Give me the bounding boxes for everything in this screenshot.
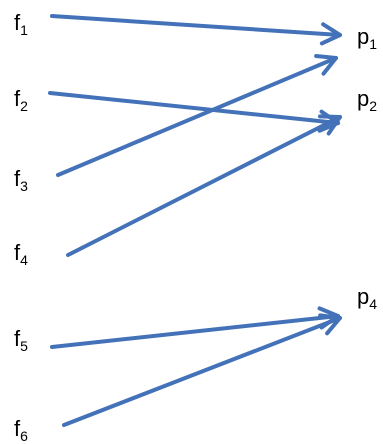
- arrow-f3-p1: [56, 56, 338, 177]
- target-p4-label: p4: [357, 284, 378, 312]
- arrowhead-f4-p2: [318, 114, 342, 136]
- source-f2-label: f2: [14, 86, 28, 114]
- arrow-f2-p2: [48, 91, 340, 125]
- source-f1-label: f1: [14, 10, 28, 38]
- source-f5-label: f5: [14, 326, 28, 354]
- source-f4-label: f4: [14, 240, 28, 268]
- arrow-f5-p4: [50, 314, 340, 349]
- arrowhead-f3-p1: [314, 53, 338, 76]
- arrows-layer: [48, 14, 342, 427]
- target-p2-label: p2: [357, 86, 378, 114]
- arrowhead-f1-p1: [319, 22, 342, 46]
- target-p1-label: p1: [357, 24, 378, 52]
- arrow-f1-p1: [50, 14, 342, 37]
- arrowhead-f6-p4: [318, 313, 342, 336]
- arrow-f4-p2: [66, 115, 342, 257]
- source-f3-label: f3: [14, 166, 28, 194]
- source-f6-label: f6: [14, 416, 28, 444]
- arrow-f6-p4: [62, 316, 342, 427]
